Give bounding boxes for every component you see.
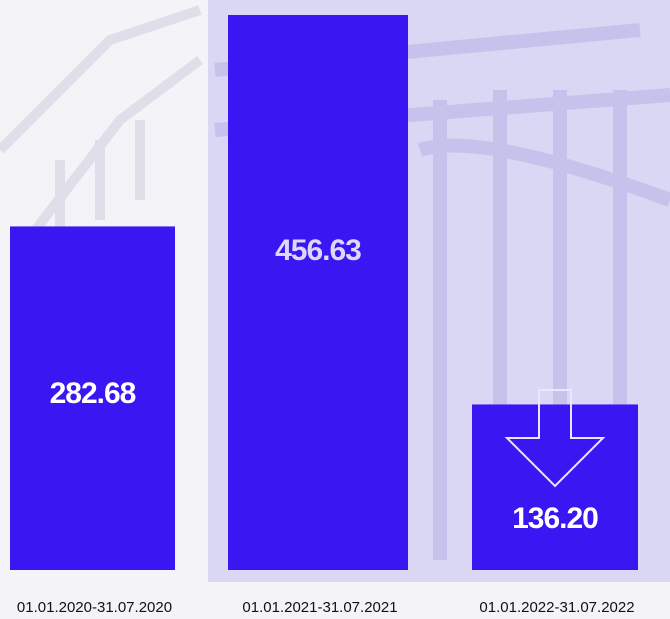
value-label: 282.68 [50,377,136,410]
value-label: 136.20 [512,502,598,535]
x-tick-label: 01.01.2021-31.07.2021 [242,599,397,616]
x-tick-label: 01.01.2020-31.07.2020 [17,599,172,616]
down-arrow-icon [504,389,606,488]
bar [10,226,175,571]
bar [228,15,408,570]
x-tick-label: 01.01.2022-31.07.2022 [479,599,634,616]
value-label: 456.63 [275,234,361,267]
